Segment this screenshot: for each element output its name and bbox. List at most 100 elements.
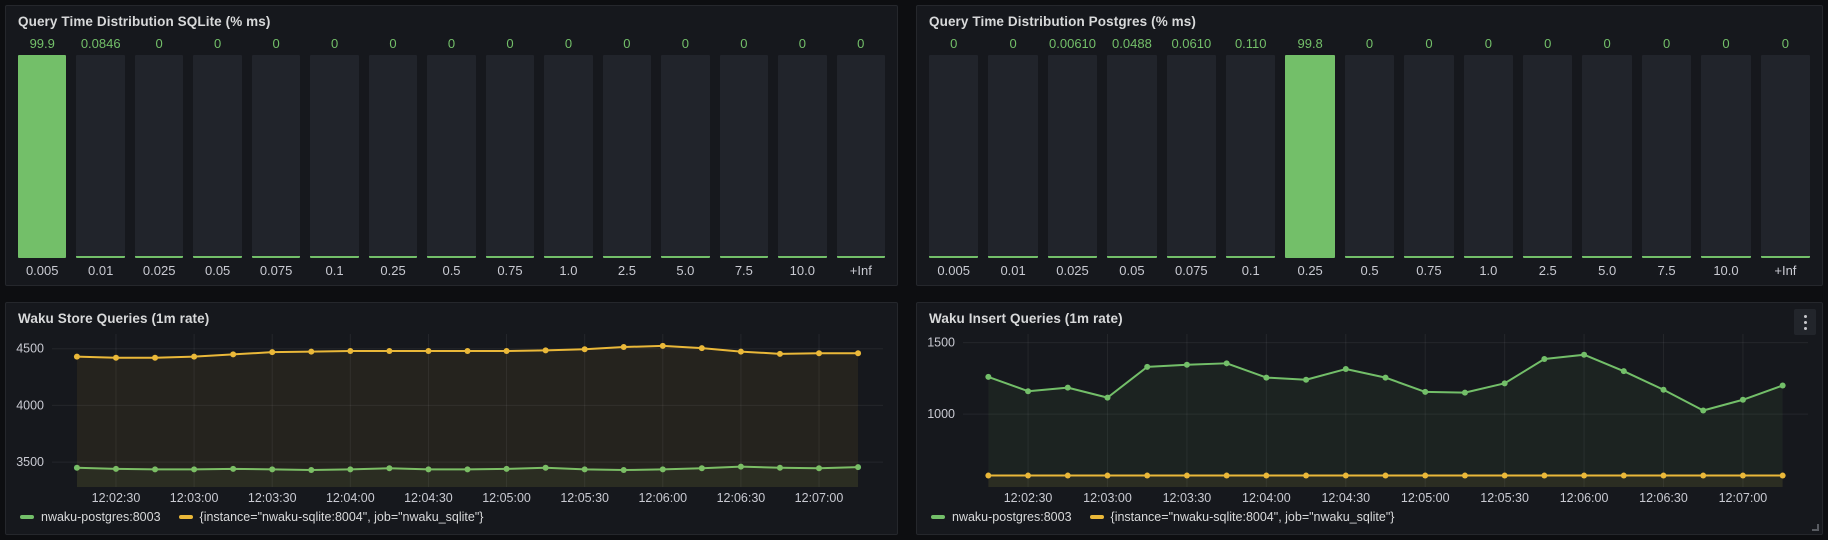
panel-resize-handle[interactable] bbox=[1812, 524, 1819, 531]
bucket-label: 0.25 bbox=[1297, 263, 1323, 278]
bar-value-label: 0 bbox=[506, 36, 514, 51]
bar-track bbox=[1701, 55, 1751, 258]
bar-fill bbox=[368, 256, 418, 258]
legend-item-postgres[interactable]: nwaku-postgres:8003 bbox=[931, 510, 1072, 524]
bucket-label: 0.75 bbox=[497, 263, 523, 278]
bar-fill bbox=[1166, 256, 1217, 258]
bucket-label: 0.075 bbox=[1175, 263, 1208, 278]
bucket-label: +Inf bbox=[1774, 263, 1797, 278]
histogram-bar-cell: 0 2.5 bbox=[602, 33, 652, 279]
bar-fill bbox=[1107, 256, 1157, 258]
svg-text:12:06:30: 12:06:30 bbox=[1639, 491, 1688, 505]
bar-track bbox=[1582, 55, 1632, 258]
svg-text:12:05:00: 12:05:00 bbox=[482, 491, 531, 505]
histogram-bar-cell: 0 +Inf bbox=[1760, 33, 1811, 279]
bar-value-label: 0 bbox=[1603, 36, 1611, 51]
bar-value-label: 0 bbox=[950, 36, 958, 51]
histogram-bar-cell: 0 10.0 bbox=[778, 33, 827, 279]
bar-track bbox=[1166, 55, 1217, 258]
histogram-bar-cell: 0.0488 0.05 bbox=[1107, 33, 1157, 279]
histogram-bar-cell: 0 5.0 bbox=[661, 33, 710, 279]
bar-track bbox=[1047, 55, 1098, 258]
bar-track bbox=[193, 55, 242, 258]
panel-title[interactable]: Waku Insert Queries (1m rate) bbox=[929, 311, 1123, 326]
bar-value-label: 0 bbox=[330, 36, 339, 51]
kebab-icon bbox=[1803, 326, 1807, 330]
histogram-bar-cell: 0 0.075 bbox=[251, 33, 301, 279]
histogram-bar-cell: 0 0.025 bbox=[134, 33, 184, 279]
bar-value-label: 0 bbox=[214, 36, 222, 51]
bucket-label: 0.01 bbox=[1000, 263, 1026, 278]
bar-value-label: 0 bbox=[681, 36, 689, 51]
histogram-bar-cell: 0 0.01 bbox=[988, 33, 1038, 279]
bar-fill bbox=[1285, 55, 1335, 258]
panel-store-queries: Waku Store Queries (1m rate) 12:02:30 12:… bbox=[5, 302, 898, 535]
bar-value-label: 0 bbox=[1544, 36, 1552, 51]
bar-track bbox=[602, 55, 652, 258]
timeseries-chart: 12:02:30 12:03:00 12:03:30 12:04:00 12:04:30… bbox=[917, 328, 1822, 508]
bar-track bbox=[310, 55, 359, 258]
bar-track bbox=[1404, 55, 1454, 258]
legend-item-sqlite[interactable]: {instance="nwaku-sqlite:8004", job="nwak… bbox=[1089, 510, 1394, 524]
svg-text:12:02:30: 12:02:30 bbox=[1004, 491, 1053, 505]
bucket-label: 7.5 bbox=[734, 263, 753, 278]
panel-title[interactable]: Query Time Distribution Postgres (% ms) bbox=[929, 14, 1196, 29]
series-color-marker bbox=[20, 515, 34, 519]
legend-item-postgres[interactable]: nwaku-postgres:8003 bbox=[20, 510, 161, 524]
bar-fill bbox=[18, 55, 67, 258]
bar-value-label: 0 bbox=[1662, 36, 1671, 51]
bar-track bbox=[719, 55, 769, 258]
bar-track bbox=[1641, 55, 1692, 258]
bar-track bbox=[1285, 55, 1335, 258]
bar-value-label: 0 bbox=[1781, 36, 1789, 51]
bucket-label: 0.1 bbox=[325, 263, 344, 278]
bucket-label: 7.5 bbox=[1657, 263, 1676, 278]
svg-text:12:02:30: 12:02:30 bbox=[92, 491, 141, 505]
bucket-label: 1.0 bbox=[1479, 263, 1498, 278]
series-color-marker bbox=[178, 515, 193, 519]
histogram-bar-cell: 0 0.25 bbox=[368, 33, 418, 279]
bucket-label: 0.075 bbox=[259, 263, 293, 278]
histogram-bar-cell: 0 0.1 bbox=[310, 33, 359, 279]
histogram-bar-cell: 0 1.0 bbox=[1463, 33, 1514, 279]
bar-fill bbox=[544, 256, 593, 258]
panel-title[interactable]: Waku Store Queries (1m rate) bbox=[18, 311, 210, 326]
svg-text:1000: 1000 bbox=[927, 407, 955, 421]
bucket-label: 5.0 bbox=[1598, 263, 1617, 278]
bar-value-label: 0 bbox=[155, 36, 163, 51]
histogram-bar-cell: 0 5.0 bbox=[1582, 33, 1632, 279]
histogram-bar-cell: 0 0.5 bbox=[1344, 33, 1395, 279]
svg-text:3500: 3500 bbox=[16, 455, 44, 469]
svg-text:1500: 1500 bbox=[927, 336, 955, 350]
panel-title[interactable]: Query Time Distribution SQLite (% ms) bbox=[18, 14, 271, 29]
bar-value-label: 0 bbox=[1722, 36, 1730, 51]
bucket-label: 0.025 bbox=[142, 263, 176, 278]
panel-menu-button[interactable] bbox=[1794, 309, 1816, 335]
histogram-bars: 0 0.005 0 0.01 0.00610 0.025 0.0488 0.05 0.0610 0… bbox=[917, 31, 1822, 285]
bar-track bbox=[18, 55, 67, 258]
bar-fill bbox=[485, 256, 535, 258]
histogram-bar-cell: 0.110 0.1 bbox=[1226, 33, 1276, 279]
bucket-label: 0.005 bbox=[937, 263, 970, 278]
svg-text:4000: 4000 bbox=[16, 398, 44, 412]
bar-fill bbox=[1404, 256, 1454, 258]
bar-value-label: 0 bbox=[798, 36, 806, 51]
legend: nwaku-postgres:8003 {instance="nwaku-sql… bbox=[6, 508, 897, 534]
svg-text:12:04:00: 12:04:00 bbox=[326, 491, 375, 505]
legend-item-sqlite[interactable]: {instance="nwaku-sqlite:8004", job="nwak… bbox=[178, 510, 483, 524]
bar-track bbox=[988, 55, 1038, 258]
bar-track bbox=[1344, 55, 1395, 258]
bucket-label: 2.5 bbox=[1538, 263, 1557, 278]
bar-track bbox=[134, 55, 184, 258]
svg-text:12:07:00: 12:07:00 bbox=[795, 491, 844, 505]
histogram-bar-cell: 0 10.0 bbox=[1701, 33, 1751, 279]
timeseries-canvas: 12:02:30 12:03:00 12:03:30 12:04:00 12:04:30… bbox=[16, 334, 883, 505]
bar-track bbox=[836, 55, 886, 258]
bar-fill bbox=[1523, 256, 1573, 258]
bar-fill bbox=[661, 256, 710, 258]
bar-value-label: 0 bbox=[1009, 36, 1017, 51]
bucket-label: 2.5 bbox=[617, 263, 636, 278]
series-color-marker bbox=[1089, 515, 1104, 519]
bar-fill bbox=[929, 256, 979, 258]
bar-value-label: 0.0488 bbox=[1112, 36, 1152, 51]
